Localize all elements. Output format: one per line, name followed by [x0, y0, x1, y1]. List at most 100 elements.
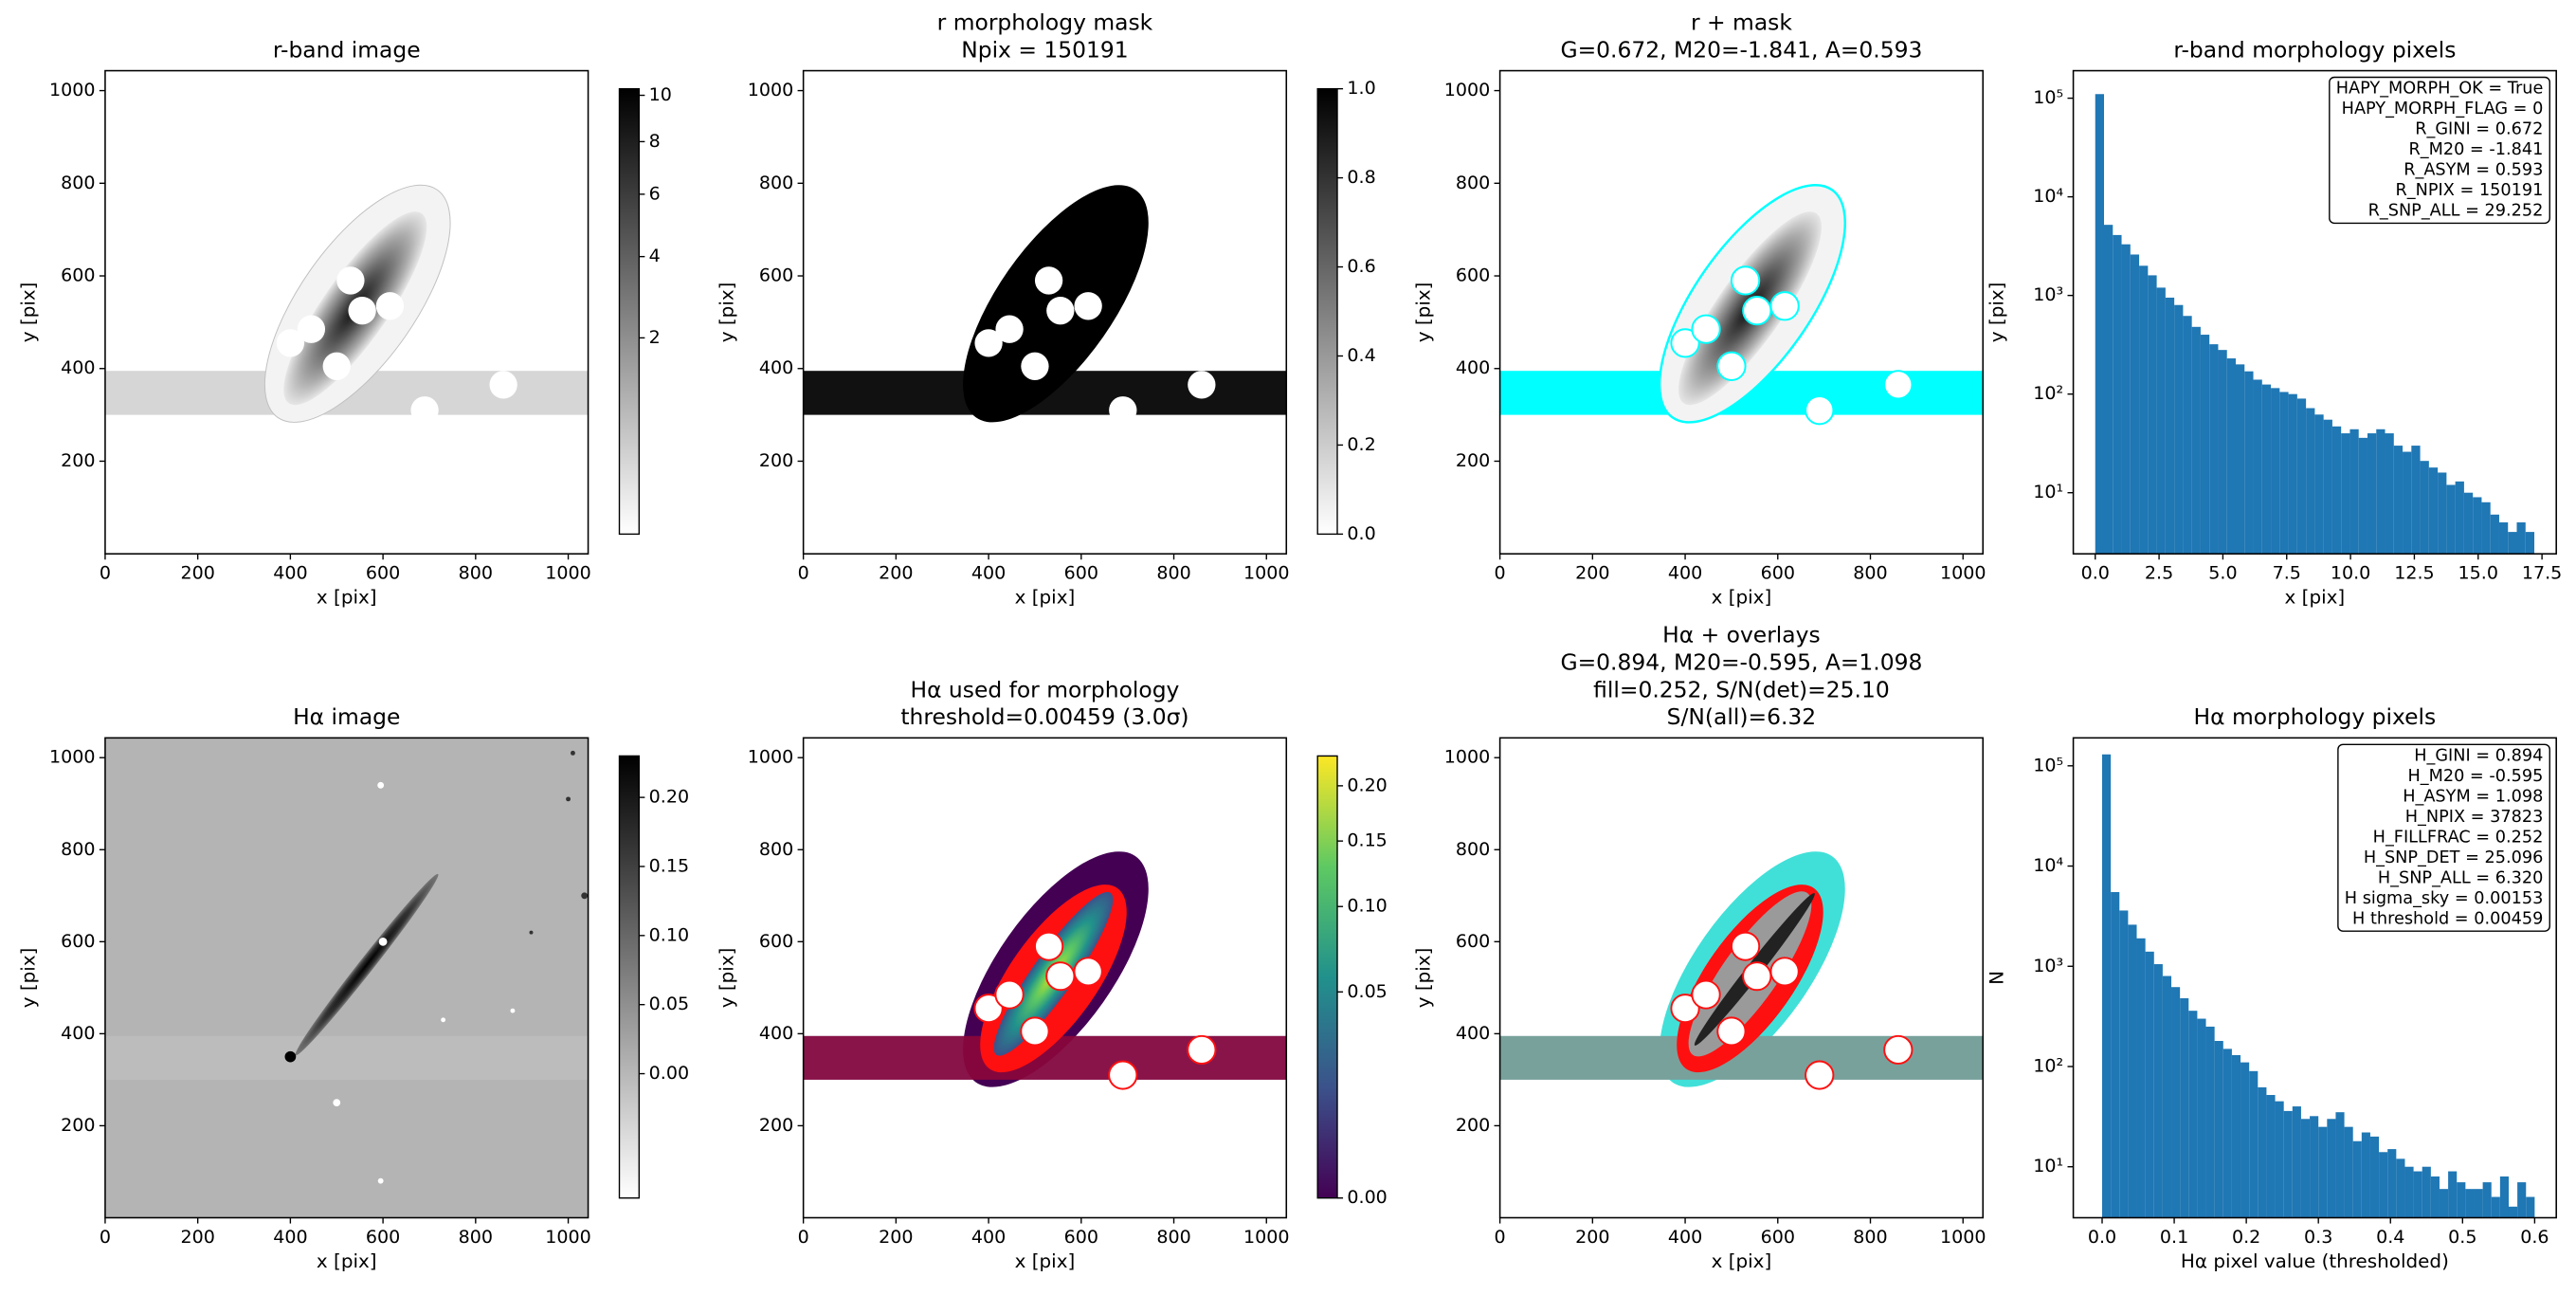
colorbar-tick-label: 4	[649, 246, 661, 266]
mask-hole	[375, 292, 405, 320]
annotation-line: R_M20 = -1.841	[2408, 140, 2543, 159]
annotation-line: HAPY_MORPH_OK = True	[2336, 80, 2544, 99]
bar	[2222, 1049, 2232, 1218]
annotation-line: R_ASYM = 0.593	[2404, 161, 2543, 180]
bar	[2498, 522, 2509, 555]
mask-hole	[1716, 351, 1747, 381]
mask-hole	[1742, 296, 1772, 326]
y-tick-label: 600	[61, 265, 95, 286]
bar	[2197, 1018, 2206, 1218]
x-tick-label: 400	[1668, 1227, 1702, 1248]
y-axis-label: N	[1986, 971, 2007, 985]
bar	[2439, 1189, 2449, 1218]
bar	[2465, 1189, 2475, 1218]
annotation-line: HAPY_MORPH_FLAG = 0	[2342, 100, 2544, 119]
colorbar-tick-label: 0.8	[1347, 167, 1375, 188]
y-tick-label: 10³	[2033, 284, 2063, 305]
axes-frame	[1498, 69, 1985, 555]
bar	[2145, 951, 2154, 1218]
bar	[2413, 1171, 2422, 1218]
y-tick-label: 1000	[748, 747, 793, 768]
x-tick-label: 1000	[545, 562, 590, 583]
x-tick-label: 200	[180, 562, 214, 583]
colorbar-tick-label: 0.20	[1347, 775, 1387, 795]
bar	[2474, 1189, 2483, 1218]
bar	[2188, 1011, 2198, 1218]
source	[566, 796, 571, 802]
x-tick-label: 800	[459, 562, 493, 583]
mask-hole	[1020, 1016, 1050, 1047]
bar	[2404, 1166, 2414, 1218]
mask-hole	[1033, 931, 1064, 961]
y-tick-label: 600	[759, 931, 793, 952]
star-residual	[510, 1008, 516, 1013]
bar	[2174, 304, 2184, 555]
y-tick-label: 1000	[49, 80, 95, 100]
plot-area	[104, 738, 589, 1218]
mask-hole	[322, 352, 351, 380]
y-tick-label: 10²	[2033, 1055, 2063, 1076]
bar	[2214, 1041, 2223, 1218]
mask-hole	[489, 371, 517, 399]
x-tick-label: 0	[798, 1227, 809, 1248]
bar	[2128, 924, 2137, 1218]
star-residual	[333, 1099, 341, 1107]
bar	[2279, 392, 2289, 555]
mask-hole	[1716, 1016, 1747, 1047]
x-tick-label: 600	[366, 562, 400, 583]
y-tick-label: 400	[759, 1023, 793, 1044]
bar	[2139, 265, 2149, 555]
bar	[2335, 1112, 2345, 1218]
x-tick-label: 1000	[1243, 562, 1289, 583]
y-tick-label: 10¹	[2033, 482, 2063, 502]
bar	[2261, 384, 2272, 555]
bar	[2481, 502, 2491, 555]
mask-hole	[1021, 352, 1049, 380]
x-tick-label: 800	[1853, 562, 1887, 583]
source	[529, 930, 534, 935]
image-panel: 0 200 400 600 800 1000 200 400 600 800 1000 x [pix]…	[1412, 622, 1986, 1272]
x-tick-label: 0.5	[2448, 1227, 2476, 1248]
bar	[2525, 532, 2535, 555]
panel-title: r + mask	[1691, 9, 1792, 35]
mask-hole	[1188, 371, 1216, 399]
y-tick-label: 10⁵	[2033, 755, 2063, 775]
plot-area	[803, 851, 1287, 1090]
plot-area	[2095, 94, 2535, 555]
bar	[2292, 1106, 2301, 1218]
image	[104, 184, 589, 425]
y-tick-label: 10³	[2033, 956, 2063, 976]
image-panel: 0 200 400 600 800 1000 200 400 600 800 1000 x [pix]…	[18, 703, 689, 1272]
mask-hole	[1670, 328, 1700, 358]
y-tick-label: 200	[61, 450, 95, 471]
x-tick-label: 800	[1156, 1227, 1190, 1248]
bar	[2379, 1152, 2388, 1218]
bar	[2136, 938, 2146, 1218]
x-tick-label: 2.5	[2145, 562, 2173, 583]
x-axis-label: x [pix]	[1015, 1250, 1076, 1272]
x-tick-label: 0	[100, 562, 111, 583]
y-tick-label: 600	[61, 931, 95, 952]
bar	[2271, 388, 2280, 555]
mask-hole	[1670, 994, 1700, 1024]
bar	[2446, 484, 2456, 555]
y-tick-label: 10²	[2033, 383, 2063, 404]
colorbar	[1316, 755, 1338, 1199]
colorbar-tick-label: 6	[649, 183, 661, 204]
bar	[2300, 1119, 2311, 1218]
axes-frame	[2072, 737, 2557, 1219]
x-axis-label: x [pix]	[1015, 586, 1076, 608]
bar	[2341, 433, 2350, 555]
x-tick-label: 400	[273, 1227, 307, 1248]
y-tick-label: 1000	[1444, 80, 1490, 100]
y-tick-label: 1000	[1444, 747, 1490, 768]
x-tick-label: 10.0	[2331, 562, 2370, 583]
panel-title: fill=0.252, S/N(det)=25.10	[1593, 676, 1890, 702]
colorbar-tick-label: 0.0	[1347, 523, 1375, 544]
bar	[2191, 326, 2201, 555]
histogram-panel: 0.0 2.5 5.0 7.5 10.0 12.5 15.0 17.5 10¹ 10² 10³ 10⁴…	[1986, 36, 2562, 608]
mask-hole	[336, 266, 365, 295]
x-tick-label: 600	[1761, 562, 1795, 583]
mask-hole	[1805, 1060, 1835, 1090]
bar	[2180, 997, 2189, 1218]
